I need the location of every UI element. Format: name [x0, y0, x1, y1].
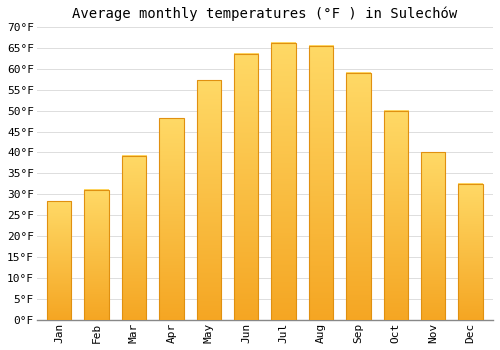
Bar [122, 156, 146, 320]
Bar [196, 80, 221, 320]
Bar [309, 46, 333, 320]
Bar [309, 46, 333, 320]
Bar [384, 111, 408, 320]
Bar [458, 184, 483, 320]
Bar [272, 43, 295, 320]
Bar [84, 190, 108, 320]
Bar [159, 118, 184, 320]
Bar [272, 43, 295, 320]
Bar [346, 73, 370, 320]
Bar [234, 54, 258, 320]
Bar [421, 152, 446, 320]
Title: Average monthly temperatures (°F ) in Sulechów: Average monthly temperatures (°F ) in Su… [72, 7, 458, 21]
Bar [346, 73, 370, 320]
Bar [421, 152, 446, 320]
Bar [47, 201, 72, 320]
Bar [458, 184, 483, 320]
Bar [122, 156, 146, 320]
Bar [47, 201, 72, 320]
Bar [84, 190, 108, 320]
Bar [159, 118, 184, 320]
Bar [234, 54, 258, 320]
Bar [196, 80, 221, 320]
Bar [384, 111, 408, 320]
